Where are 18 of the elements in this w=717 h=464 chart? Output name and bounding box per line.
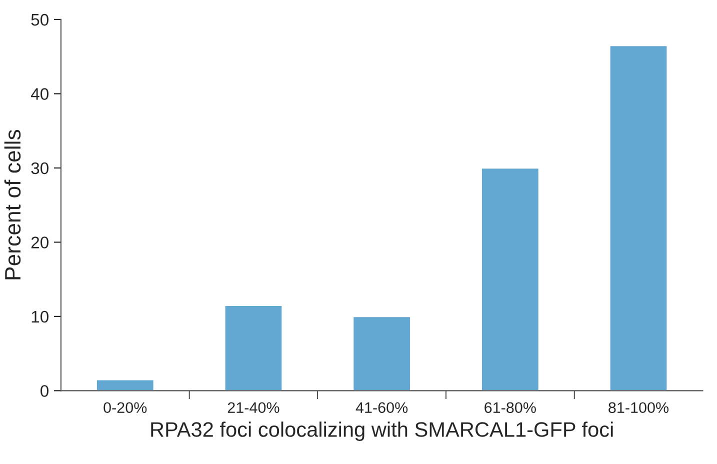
x-tick-label: 21-40% — [228, 402, 280, 414]
y-tick-label: 40 — [30, 88, 48, 100]
y-tick-label: 0 — [40, 385, 48, 397]
y-tick-label: 10 — [32, 310, 48, 323]
x-tick-label: 0-20% — [104, 402, 147, 414]
x-tick-label: 61-80% — [484, 402, 536, 414]
y-axis-title: Percent of cells — [4, 130, 21, 280]
x-tick-label: 41-60% — [356, 402, 408, 414]
bar — [352, 316, 412, 391]
y-tick-label: 30 — [31, 162, 48, 174]
bar — [96, 378, 155, 391]
bar — [480, 167, 540, 391]
y-tick-label: 20 — [31, 236, 48, 248]
bar — [224, 304, 284, 391]
x-axis-title: RPA32 foci colocalizing with SMARCAL1-GFP foci — [151, 422, 613, 442]
bar — [608, 44, 668, 391]
y-tick-label: 50 — [31, 14, 48, 26]
x-tick-label: 81-100% — [608, 402, 669, 414]
